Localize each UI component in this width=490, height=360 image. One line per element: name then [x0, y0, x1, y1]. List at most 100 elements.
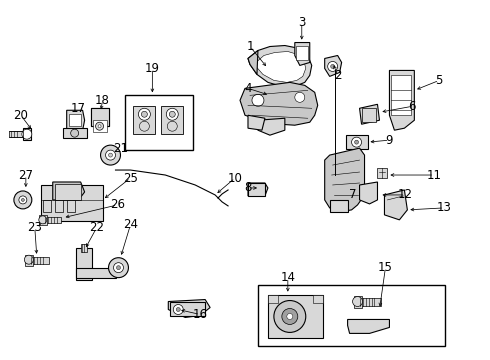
Bar	[63, 128, 87, 138]
Polygon shape	[248, 45, 312, 86]
Polygon shape	[168, 300, 210, 318]
Bar	[354, 296, 362, 307]
Bar	[268, 294, 278, 302]
Text: 9: 9	[386, 134, 393, 147]
Text: 25: 25	[123, 171, 138, 185]
Polygon shape	[347, 319, 390, 333]
Polygon shape	[248, 183, 268, 196]
Circle shape	[166, 108, 178, 120]
Bar	[75, 268, 116, 278]
Circle shape	[295, 92, 305, 102]
Text: 20: 20	[13, 109, 28, 122]
Bar	[9, 131, 23, 137]
Circle shape	[22, 198, 24, 201]
Text: 23: 23	[27, 221, 42, 234]
Polygon shape	[248, 50, 258, 75]
Circle shape	[176, 307, 180, 311]
Polygon shape	[360, 182, 377, 204]
Circle shape	[138, 108, 150, 120]
Text: 27: 27	[18, 168, 33, 181]
Bar	[93, 120, 106, 132]
Circle shape	[71, 129, 78, 137]
Circle shape	[39, 216, 47, 224]
Circle shape	[352, 137, 362, 147]
Bar	[358, 298, 382, 306]
Circle shape	[14, 191, 32, 209]
Bar	[377, 168, 388, 178]
Text: 14: 14	[280, 271, 295, 284]
Bar	[81, 244, 87, 252]
Text: 21: 21	[113, 141, 128, 155]
Polygon shape	[67, 110, 85, 130]
Circle shape	[167, 121, 177, 131]
Circle shape	[19, 196, 27, 204]
Circle shape	[105, 150, 116, 160]
Polygon shape	[258, 118, 285, 135]
Bar	[362, 108, 376, 122]
Text: 1: 1	[246, 40, 254, 53]
Bar	[41, 185, 102, 221]
Bar	[258, 285, 445, 346]
Circle shape	[98, 125, 101, 128]
Circle shape	[117, 266, 121, 270]
Polygon shape	[240, 82, 318, 125]
Text: 12: 12	[398, 188, 413, 202]
Polygon shape	[390, 71, 415, 130]
Bar	[296, 45, 308, 60]
Text: 4: 4	[244, 82, 252, 95]
Text: 19: 19	[145, 62, 160, 75]
Bar	[161, 106, 183, 134]
Bar	[55, 200, 63, 212]
Circle shape	[355, 140, 359, 144]
Bar	[39, 215, 47, 225]
Text: 13: 13	[437, 201, 452, 215]
Bar	[248, 183, 265, 196]
Circle shape	[328, 62, 338, 71]
Polygon shape	[256, 51, 306, 82]
Circle shape	[22, 129, 32, 139]
Polygon shape	[23, 128, 31, 140]
Bar	[69, 114, 81, 126]
Circle shape	[114, 263, 123, 273]
Text: 8: 8	[245, 181, 252, 194]
Bar	[29, 257, 49, 264]
Circle shape	[252, 94, 264, 106]
Polygon shape	[325, 55, 342, 76]
Polygon shape	[360, 104, 379, 124]
Text: 6: 6	[409, 100, 416, 113]
Bar	[75, 248, 92, 280]
Bar	[43, 217, 61, 223]
Circle shape	[353, 297, 363, 306]
Text: 11: 11	[427, 168, 442, 181]
Bar	[25, 255, 33, 266]
Bar	[313, 294, 323, 302]
Bar	[125, 95, 193, 150]
Text: 16: 16	[193, 308, 208, 321]
Circle shape	[140, 121, 149, 131]
Circle shape	[282, 309, 298, 324]
Text: 5: 5	[436, 74, 443, 87]
Circle shape	[169, 111, 175, 117]
Text: 22: 22	[89, 221, 104, 234]
Text: 18: 18	[95, 94, 110, 107]
Bar	[392, 75, 412, 115]
Circle shape	[287, 314, 293, 319]
Circle shape	[274, 301, 306, 332]
Polygon shape	[53, 182, 85, 200]
Circle shape	[331, 64, 335, 68]
Bar	[43, 200, 51, 212]
Circle shape	[173, 305, 183, 315]
Polygon shape	[248, 115, 265, 130]
Circle shape	[96, 122, 103, 130]
Circle shape	[108, 153, 113, 157]
Polygon shape	[91, 108, 108, 126]
Polygon shape	[330, 200, 347, 212]
Circle shape	[24, 255, 33, 264]
Text: 15: 15	[378, 261, 393, 274]
Bar	[67, 200, 74, 212]
Text: 7: 7	[349, 188, 356, 202]
Bar	[55, 184, 81, 200]
Polygon shape	[295, 42, 310, 66]
Bar	[268, 294, 323, 338]
Polygon shape	[385, 190, 407, 220]
